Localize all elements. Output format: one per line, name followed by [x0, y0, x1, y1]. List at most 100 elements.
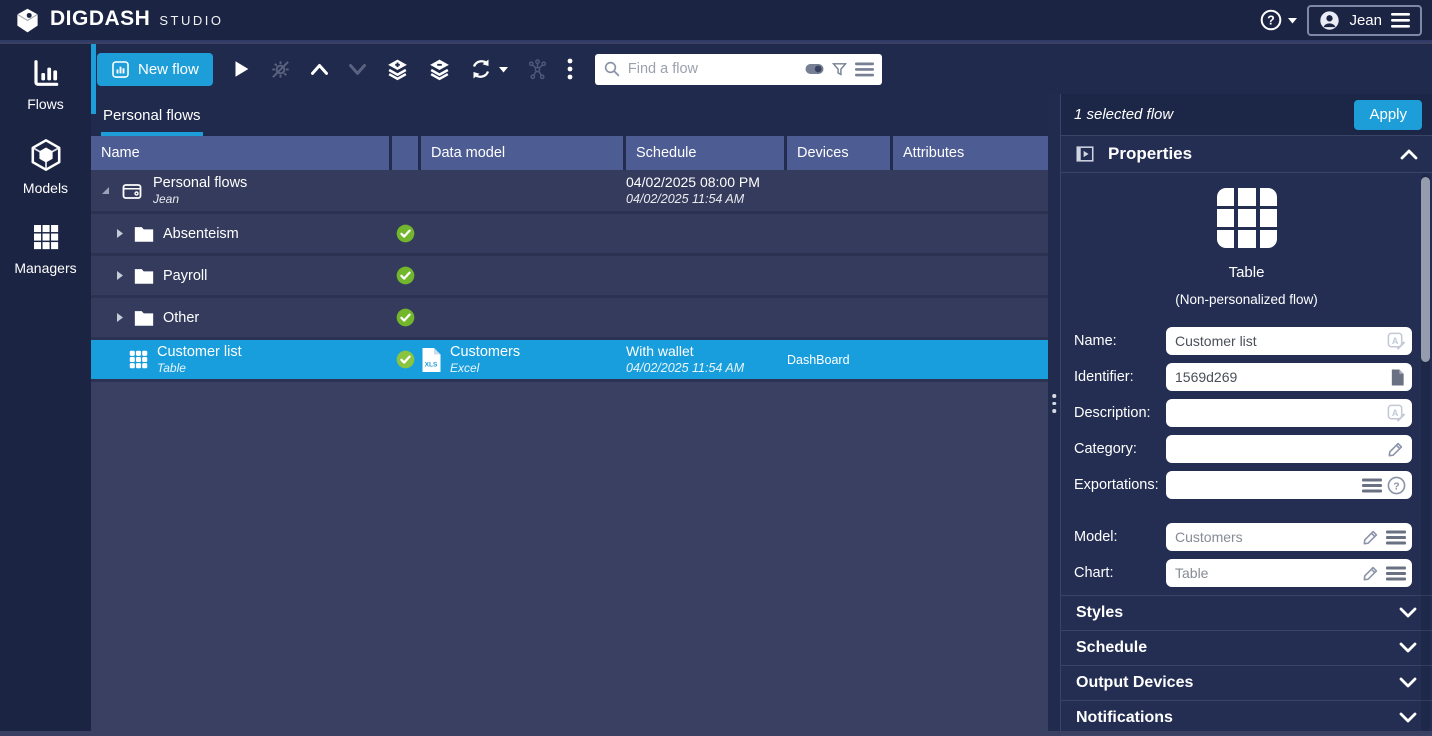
- search-input[interactable]: [627, 61, 798, 77]
- tree-expand-icon[interactable]: [114, 311, 125, 324]
- brand-suffix: STUDIO: [159, 12, 224, 28]
- help-icon[interactable]: ?: [1259, 8, 1283, 32]
- table-body: Personal flows Jean 04/02/2025 08:00 PM …: [91, 170, 1048, 382]
- status-ok-icon: [396, 308, 415, 327]
- refresh-options-caret-icon[interactable]: [498, 66, 508, 73]
- select-menu-icon[interactable]: [1386, 530, 1406, 545]
- tab-personal-flows[interactable]: Personal flows: [101, 107, 203, 136]
- help-menu[interactable]: ?: [1259, 8, 1298, 32]
- schedule-last-run: 04/02/2025 11:54 AM: [626, 360, 745, 375]
- panel-scrollbar[interactable]: [1421, 174, 1430, 731]
- sidebar-item-managers[interactable]: Managers: [0, 208, 91, 288]
- tree-expand-icon[interactable]: [114, 269, 125, 282]
- new-flow-button[interactable]: New flow: [97, 52, 213, 86]
- row-subtitle: Table: [157, 361, 186, 375]
- table-row-personal-flows[interactable]: Personal flows Jean 04/02/2025 08:00 PM …: [91, 170, 1048, 214]
- new-flow-label: New flow: [138, 60, 199, 78]
- identifier-input[interactable]: 1569d269: [1166, 363, 1412, 391]
- table-grid-large-icon: [1215, 186, 1279, 250]
- column-header-status[interactable]: [392, 136, 418, 170]
- toolbar-strip: New flow: [91, 44, 1432, 94]
- row-title: Payroll: [163, 267, 208, 284]
- status-ok-icon: [396, 350, 415, 369]
- table-row-customer-list[interactable]: Customer list Table XLS: [91, 340, 1048, 382]
- column-header-devices[interactable]: Devices: [787, 136, 890, 170]
- field-label: Model:: [1074, 529, 1118, 545]
- column-header-name[interactable]: Name: [91, 136, 389, 170]
- user-menu[interactable]: Jean: [1307, 4, 1422, 36]
- column-header-attributes[interactable]: Attributes: [893, 136, 1048, 170]
- row-title: Other: [163, 309, 200, 326]
- filter-funnel-icon[interactable]: [831, 61, 848, 78]
- panel-resize-handle[interactable]: [1048, 94, 1060, 731]
- edit-pencil-icon[interactable]: [1361, 563, 1381, 583]
- table-row-payroll[interactable]: Payroll: [91, 256, 1048, 298]
- bar-chart-icon: [29, 57, 63, 89]
- list-options-icon[interactable]: [854, 62, 874, 77]
- table-row-other[interactable]: Other: [91, 298, 1048, 340]
- model-input[interactable]: Customers: [1166, 523, 1412, 551]
- properties-title: Properties: [1108, 144, 1193, 163]
- toolbar: New flow: [91, 44, 1432, 94]
- description-input[interactable]: A: [1166, 399, 1412, 427]
- properties-section-header[interactable]: Properties: [1061, 136, 1432, 173]
- field-label: Description:: [1074, 405, 1151, 421]
- move-down-icon: [347, 61, 368, 77]
- tree-expand-icon[interactable]: [114, 227, 125, 240]
- sidebar-item-flows[interactable]: Flows: [0, 44, 96, 124]
- more-options-kebab-icon[interactable]: [567, 57, 573, 81]
- chart-input[interactable]: Table: [1166, 559, 1412, 587]
- scrollbar-thumb[interactable]: [1421, 177, 1430, 362]
- exportations-input[interactable]: ?: [1166, 471, 1412, 499]
- flows-main: Personal flows Name Data model Schedule …: [91, 94, 1048, 731]
- chevron-up-icon[interactable]: [1400, 148, 1418, 160]
- translate-icon: A: [1387, 332, 1406, 351]
- field-description: Description: A: [1074, 399, 1412, 427]
- field-label: Name:: [1074, 333, 1117, 349]
- field-label: Chart:: [1074, 565, 1114, 581]
- row-title: Personal flows: [153, 174, 248, 191]
- field-label: Exportations:: [1074, 477, 1159, 493]
- apply-button[interactable]: Apply: [1354, 99, 1422, 130]
- tree-collapse-icon[interactable]: [100, 185, 111, 196]
- accordion-schedule[interactable]: Schedule: [1061, 631, 1432, 666]
- column-header-schedule[interactable]: Schedule: [626, 136, 784, 170]
- accordion-output-devices[interactable]: Output Devices: [1061, 666, 1432, 701]
- table-row-absenteism[interactable]: Absenteism: [91, 214, 1048, 256]
- chevron-down-icon: [1399, 712, 1417, 724]
- select-menu-icon[interactable]: [1386, 566, 1406, 581]
- menu-icon: [1391, 12, 1410, 28]
- panel-accordions: Styles Schedule Output Devices Notificat…: [1061, 595, 1432, 736]
- table-grid-icon: [128, 349, 149, 370]
- edit-pencil-icon[interactable]: [1361, 527, 1381, 547]
- edit-pencil-icon[interactable]: [1386, 439, 1406, 459]
- field-label: Category:: [1074, 441, 1137, 457]
- help-circle-icon[interactable]: ?: [1387, 476, 1406, 495]
- column-header-data-model[interactable]: Data model: [421, 136, 623, 170]
- sidebar-item-models[interactable]: Models: [0, 124, 91, 208]
- status-ok-icon: [396, 266, 415, 285]
- grid-icon: [30, 221, 62, 253]
- field-category: Category:: [1074, 435, 1412, 463]
- drag-handle-dots-icon: [1052, 394, 1056, 413]
- row-subtitle: Jean: [153, 192, 180, 206]
- xls-file-icon: XLS: [421, 347, 442, 373]
- collapse-panel-icon[interactable]: [1075, 144, 1095, 164]
- toggle-filter-icon[interactable]: [805, 63, 824, 75]
- add-layer-icon[interactable]: [385, 57, 410, 82]
- copy-page-icon[interactable]: [1389, 368, 1406, 387]
- topbar: DIGDASH STUDIO ? Jean: [0, 0, 1432, 42]
- accordion-styles[interactable]: Styles: [1061, 596, 1432, 631]
- name-input[interactable]: Customer list A: [1166, 327, 1412, 355]
- data-model-name: Customers: [450, 343, 521, 360]
- tab-bar: Personal flows: [91, 94, 1048, 136]
- brand-name: DIGDASH: [50, 6, 151, 30]
- refresh-icon[interactable]: [469, 57, 493, 81]
- exportations-menu-icon[interactable]: [1362, 478, 1382, 493]
- remove-layer-icon[interactable]: [427, 57, 452, 82]
- devices-value: DashBoard: [787, 352, 850, 367]
- properties-panel: 1 selected flow Apply Properties: [1060, 94, 1432, 736]
- category-input[interactable]: [1166, 435, 1412, 463]
- play-icon[interactable]: [230, 57, 252, 81]
- move-up-icon[interactable]: [309, 61, 330, 77]
